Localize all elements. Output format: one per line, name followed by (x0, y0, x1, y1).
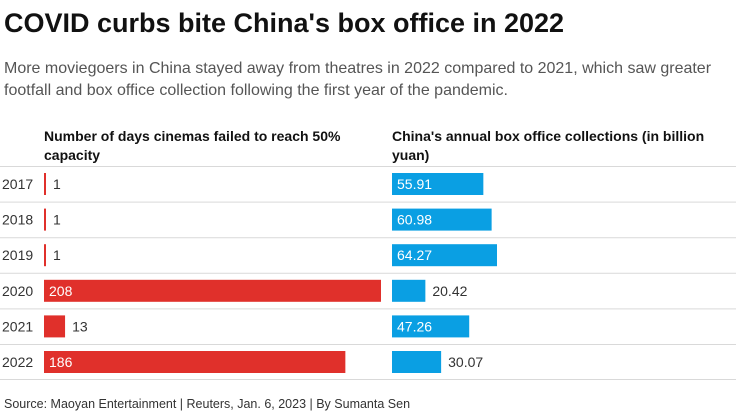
right-bar (392, 244, 497, 267)
right-bar (392, 279, 426, 302)
right-panel-title: China's annual box office collections (i… (392, 128, 705, 163)
right-value-label: 64.27 (397, 247, 432, 263)
left-bar (44, 244, 46, 267)
right-bar (392, 173, 484, 195)
left-bar (44, 173, 46, 195)
right-value-label: 47.26 (397, 318, 432, 334)
right-value-label: 20.42 (432, 283, 467, 299)
left-value-label: 1 (53, 176, 61, 192)
left-bar (44, 351, 346, 373)
left-value-label: 1 (53, 247, 61, 263)
year-label: 2018 (2, 212, 33, 228)
year-label: 2022 (2, 354, 33, 370)
right-value-label: 30.07 (448, 354, 483, 370)
year-label: 2019 (2, 247, 33, 263)
right-value-label: 60.98 (397, 212, 432, 228)
left-value-label: 13 (72, 318, 88, 334)
bar-chart: 2017 1 55.91 2018 1 60.98 2019 1 64.27 2020 208 20.… (0, 166, 736, 380)
chart-title: COVID curbs bite China's box office in 2… (4, 8, 565, 38)
right-bar (392, 315, 470, 338)
left-bar (44, 208, 46, 231)
left-value-label: 186 (49, 354, 73, 370)
year-label: 2020 (2, 283, 33, 299)
right-bar (392, 351, 442, 373)
year-label: 2017 (2, 176, 33, 192)
left-panel-title: Number of days cinemas failed to reach 5… (44, 128, 341, 163)
right-value-label: 55.91 (397, 176, 432, 192)
source-note: Source: Maoyan Entertainment | Reuters, … (4, 397, 411, 411)
left-value-label: 1 (53, 212, 61, 228)
left-bar (44, 315, 66, 338)
left-bar (44, 279, 381, 302)
right-bar (392, 208, 492, 231)
left-value-label: 208 (49, 283, 73, 299)
year-label: 2021 (2, 318, 33, 334)
chart-subtitle: More moviegoers in China stayed away fro… (4, 60, 712, 99)
